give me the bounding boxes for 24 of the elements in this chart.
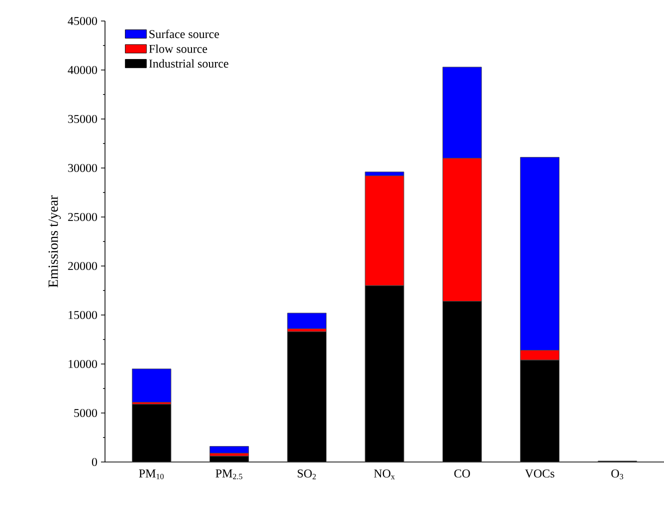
- x-tick-label: SO$_{2}$: [298, 470, 316, 480]
- x-tick-label: PM$_{10}$: [139, 470, 164, 480]
- legend-label: Surface source: [150, 30, 219, 38]
- x-tick-label: VOCs: [524, 470, 554, 478]
- y-tick-label: 30000: [68, 164, 98, 172]
- y-axis-title: Emissions t/year: [48, 195, 61, 288]
- y-tick-label: 10000: [68, 360, 98, 368]
- legend-label: Flow source: [149, 44, 208, 53]
- x-tick-label: PM$_{2.5}$: [216, 470, 242, 480]
- y-tick-label: 40000: [68, 66, 98, 74]
- y-tick-label: 35000: [68, 114, 98, 124]
- bar: [132, 368, 172, 402]
- y-tick-label: 15000: [68, 310, 98, 320]
- y-tick-label: 20000: [68, 262, 98, 270]
- x-tick-label: CO: [454, 470, 470, 478]
- y-tick-label: 25000: [68, 212, 98, 222]
- y-tick-label: 0: [92, 458, 98, 466]
- y-tick-label: 45000: [68, 16, 98, 26]
- x-tick-label: NO$_{x}$: [374, 470, 395, 480]
- bar: [210, 446, 249, 454]
- legend-label: Industrial source: [149, 59, 228, 68]
- y-tick-label: 5000: [74, 408, 98, 418]
- bar: [287, 312, 327, 329]
- x-tick-label: O$_{3}$: [611, 470, 624, 480]
